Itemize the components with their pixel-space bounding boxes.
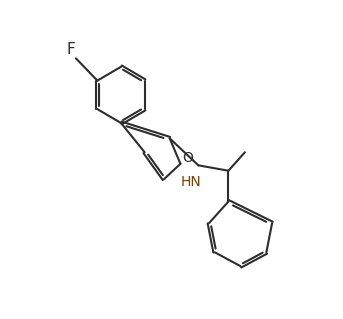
- Text: F: F: [67, 42, 75, 57]
- Text: O: O: [182, 151, 193, 165]
- Text: HN: HN: [181, 175, 201, 189]
